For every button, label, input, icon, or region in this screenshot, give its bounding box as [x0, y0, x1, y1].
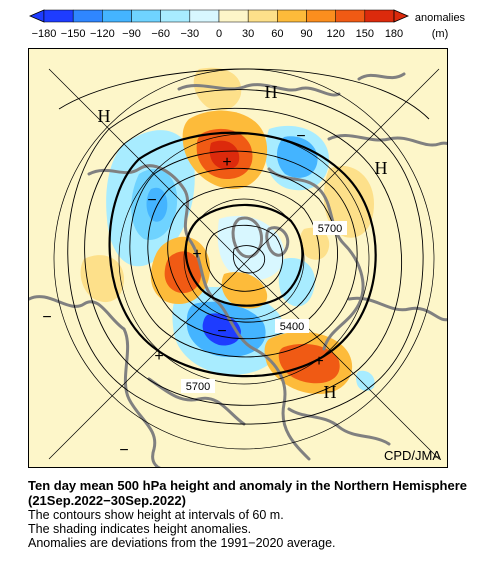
colorbar-segment	[364, 9, 395, 23]
colorbar-tick-label: −30	[180, 28, 199, 40]
colorbar-unit-label: anomalies	[415, 12, 466, 24]
colorbar-segments	[43, 9, 395, 23]
high-pressure-label: H	[98, 106, 111, 126]
colorbar-tick-label: 0	[216, 28, 222, 40]
high-pressure-label: H	[375, 158, 388, 178]
caption-title: Ten day mean 500 hPa height and anomaly …	[28, 478, 467, 508]
positive-anomaly-sign: +	[222, 154, 231, 171]
colorbar-segment	[306, 9, 336, 23]
anomaly-shading	[80, 67, 375, 394]
contour-label: 5400	[280, 321, 304, 333]
high-pressure-label: H	[265, 82, 278, 102]
hemisphere-map: 5700 5400 5700 H H H H + + + + − − − − −…	[28, 48, 448, 468]
colorbar-ticks: −180 −150 −120 −90 −60 −30 0 30 60 90 120 150 180	[32, 28, 404, 40]
caption-line: The shading indicates height anomalies.	[28, 522, 252, 536]
colorbar-tick-label: −90	[122, 28, 141, 40]
negative-anomaly-sign: −	[42, 309, 51, 326]
high-pressure-label: H	[324, 382, 337, 402]
colorbar-unit: (m)	[432, 28, 449, 40]
caption-line: The contours show height at intervals of…	[28, 508, 284, 522]
negative-anomaly-sign: −	[296, 128, 305, 145]
map-svg: 5700 5400 5700 H H H H + + + + − − − − −	[29, 49, 447, 467]
negative-anomaly-sign: −	[119, 442, 128, 459]
credit-label: CPD/JMA	[383, 448, 441, 463]
figure-caption: Ten day mean 500 hPa height and anomaly …	[28, 478, 468, 550]
colorbar-tick-label: 180	[385, 28, 403, 40]
colorbar-tick-label: −60	[151, 28, 170, 40]
colorbar-segment	[247, 9, 278, 23]
positive-anomaly-sign: +	[314, 353, 323, 370]
colorbar-segment	[160, 9, 191, 23]
contour-label: 5700	[186, 381, 210, 393]
colorbar-tick-label: 60	[271, 28, 283, 40]
colorbar-segment	[277, 9, 307, 23]
contour-label: 5700	[318, 223, 342, 235]
colorbar-segment	[218, 9, 249, 23]
colorbar-left-arrow	[28, 9, 45, 23]
colorbar-tick-label: −150	[61, 28, 86, 40]
positive-anomaly-sign: +	[154, 348, 163, 365]
colorbar-tick-label: 120	[326, 28, 344, 40]
positive-anomaly-sign: +	[192, 246, 201, 263]
colorbar-tick-label: −120	[90, 28, 115, 40]
coastlines	[29, 72, 447, 467]
anomaly-colorbar: −180 −150 −120 −90 −60 −30 0 30 60 90 120 150 180 an…	[28, 9, 466, 40]
colorbar-segment	[43, 9, 74, 23]
colorbar-segment	[189, 9, 220, 23]
colorbar-segment	[102, 9, 132, 23]
colorbar-segment	[131, 9, 161, 23]
height-contours	[58, 68, 430, 425]
colorbar-tick-label: 150	[356, 28, 374, 40]
colorbar-right-arrow	[393, 9, 410, 23]
colorbar-tick-label: 30	[242, 28, 254, 40]
colorbar-segment	[335, 9, 366, 23]
colorbar-tick-label: 90	[300, 28, 312, 40]
map-labels: 5700 5400 5700 H H H H + + + + − − − − −	[42, 82, 387, 459]
caption-line: Anomalies are deviations from the 1991−2…	[28, 536, 336, 550]
colorbar-segment	[72, 9, 103, 23]
negative-anomaly-sign: −	[217, 323, 226, 340]
colorbar-tick-label: −180	[32, 28, 57, 40]
negative-anomaly-sign: −	[147, 192, 156, 209]
